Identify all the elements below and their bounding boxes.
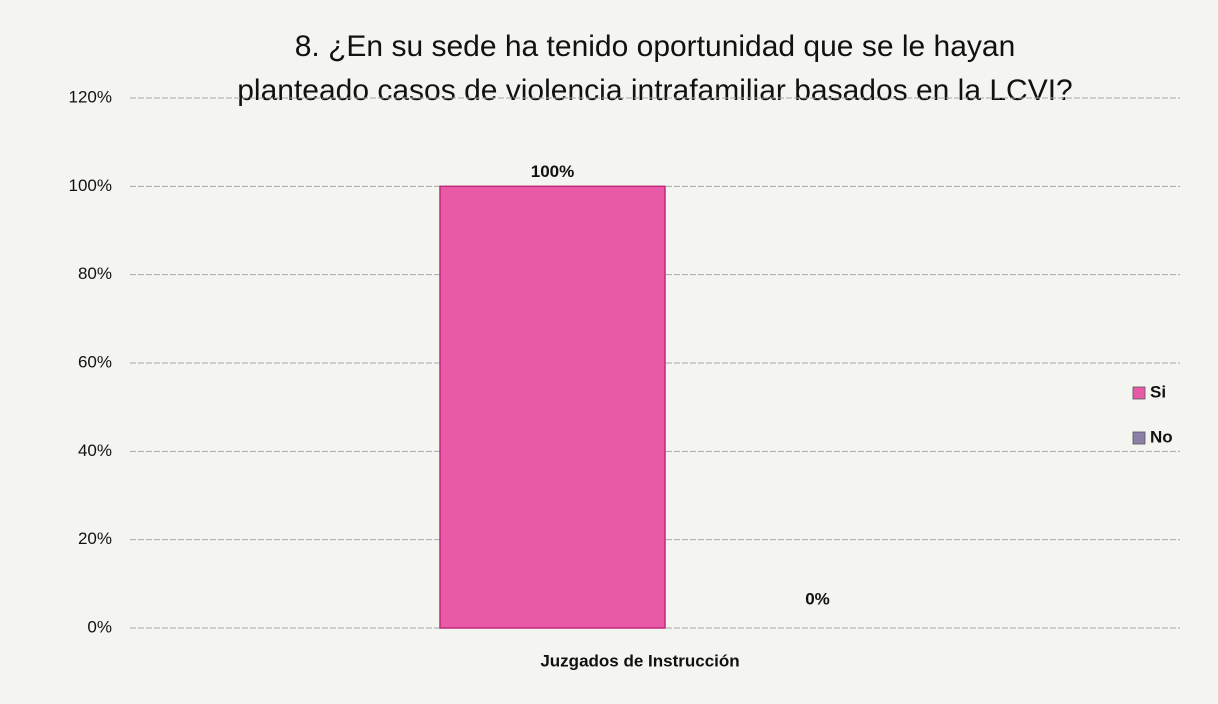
chart-title: 8. ¿En su sede ha tenido oportunidad que… [295,30,1016,63]
bar [439,185,666,629]
data-label: 0% [805,589,830,608]
legend-swatch [1132,431,1146,445]
y-tick-label: 60% [78,352,112,371]
chart-title: planteado casos de violencia intrafamili… [237,74,1073,107]
y-tick-label: 20% [78,529,112,548]
y-tick-label: 80% [78,264,112,283]
legend-label: No [1150,427,1173,446]
y-tick-label: 120% [69,87,112,106]
y-tick-label: 100% [69,176,112,195]
y-tick-label: 0% [87,617,112,636]
x-tick-label: Juzgados de Instrucción [540,651,739,670]
legend-label: Si [1150,382,1166,401]
data-label: 100% [531,162,574,181]
y-tick-label: 40% [78,441,112,460]
legend-swatch [1132,386,1146,400]
